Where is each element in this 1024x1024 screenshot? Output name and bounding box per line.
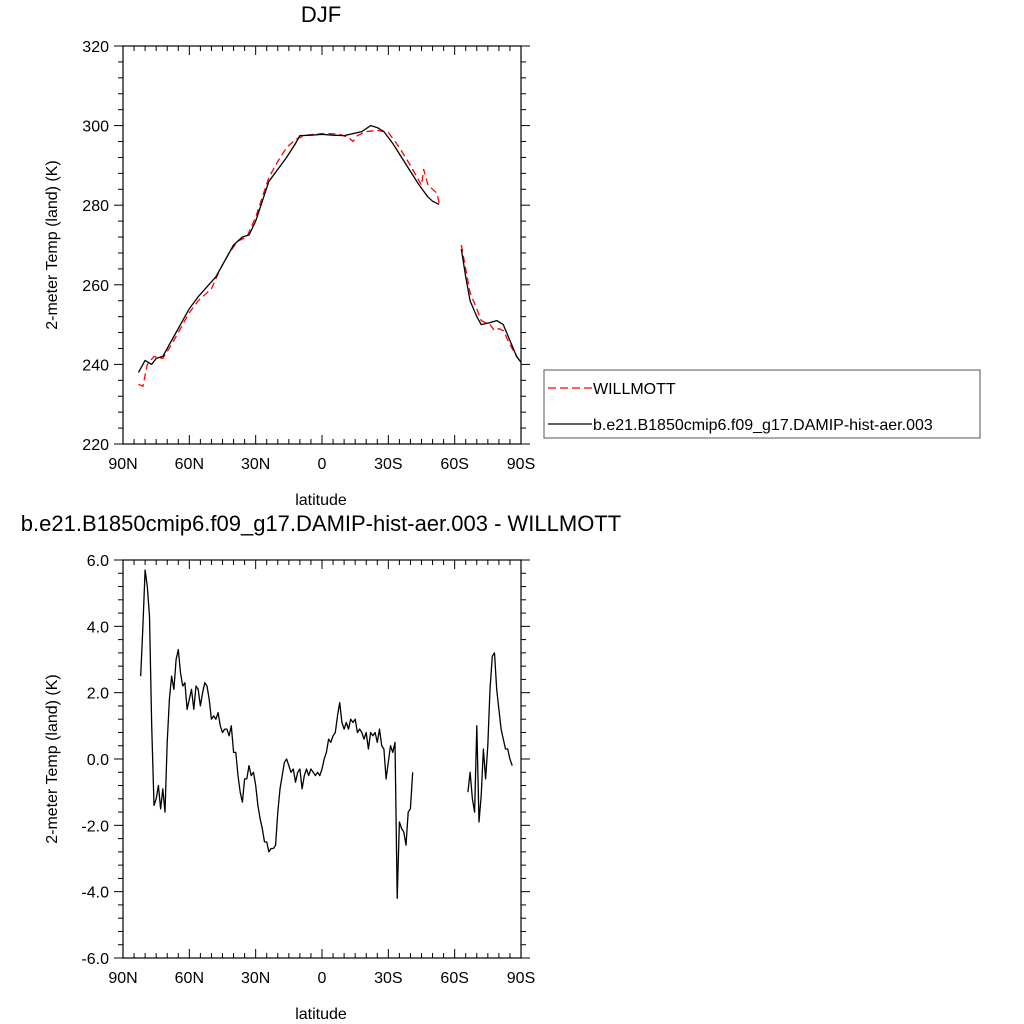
- top-chart-ticks: [114, 45, 530, 445]
- top-chart-x-tick-label: 60S: [440, 456, 468, 473]
- top-chart-y-tick-label: 300: [82, 119, 109, 136]
- bottom-chart-y-tick-label: 2.0: [87, 686, 109, 703]
- top-chart-series-line: [460, 244, 522, 363]
- bottom-chart-series-line: [467, 652, 513, 823]
- top-chart-series-line: [460, 248, 522, 363]
- bottom-chart-x-tick-label: 60S: [440, 970, 468, 987]
- top-chart-y-tick-label: 260: [82, 278, 109, 295]
- bottom-chart-y-tick-label: -4.0: [81, 885, 109, 902]
- top-chart-series: [137, 124, 522, 387]
- bottom-chart-plot-frame: [122, 559, 522, 959]
- bottom-chart-x-tick-label: 30S: [374, 970, 402, 987]
- bottom-chart-x-axis-label: latitude: [295, 1006, 347, 1023]
- bottom-chart-x-tick-label: 90S: [507, 970, 535, 987]
- top-chart-x-tick-label: 30S: [374, 456, 402, 473]
- bottom-chart-x-tick-label: 30N: [241, 970, 270, 987]
- legend-label-willmott: WILLMOTT: [593, 381, 676, 398]
- top-chart-series-line: [137, 124, 440, 373]
- bottom-chart-title: b.e21.B1850cmip6.f09_g17.DAMIP-hist-aer.…: [21, 511, 621, 536]
- top-chart-x-tick-labels: 90N 60N 30N 0 30S 60S 90S: [108, 456, 535, 473]
- bottom-chart-x-tick-label: 0: [318, 970, 327, 987]
- top-chart-y-tick-label: 280: [82, 198, 109, 215]
- legend-label-model: b.e21.B1850cmip6.f09_g17.DAMIP-hist-aer.…: [593, 417, 933, 434]
- top-chart-x-axis-label: latitude: [295, 492, 347, 509]
- bottom-chart-series: [140, 569, 513, 899]
- bottom-chart-y-tick-label: -2.0: [81, 818, 109, 835]
- bottom-chart-y-axis-label: 2-meter Temp (land) (K): [44, 674, 61, 844]
- top-chart-y-axis-label: 2-meter Temp (land) (K): [44, 160, 61, 330]
- top-chart-x-tick-label: 90N: [108, 456, 137, 473]
- top-chart-x-tick-label: 30N: [241, 456, 270, 473]
- top-chart-y-tick-labels: 220 240 260 280 300 320: [82, 39, 109, 454]
- top-chart-y-tick-label: 220: [82, 437, 109, 454]
- top-chart-title: DJF: [301, 2, 341, 27]
- bottom-chart-x-tick-labels: 90N 60N 30N 0 30S 60S 90S: [108, 970, 535, 987]
- top-chart-x-tick-label: 60N: [175, 456, 204, 473]
- top-chart-x-tick-label: 90S: [507, 456, 535, 473]
- bottom-chart-series-line: [140, 569, 414, 899]
- bottom-chart-y-tick-label: 0.0: [87, 752, 109, 769]
- bottom-chart-panel: b.e21.B1850cmip6.f09_g17.DAMIP-hist-aer.…: [21, 511, 621, 1023]
- top-chart-series-line: [138, 129, 440, 387]
- top-chart-y-tick-label: 320: [82, 39, 109, 56]
- bottom-chart-x-tick-label: 90N: [108, 970, 137, 987]
- bottom-chart-y-tick-labels: -6.0 -4.0 -2.0 0.0 2.0 4.0 6.0: [81, 553, 109, 968]
- top-chart-y-tick-label: 240: [82, 357, 109, 374]
- legend: WILLMOTT b.e21.B1850cmip6.f09_g17.DAMIP-…: [543, 369, 981, 439]
- legend-box: [543, 369, 981, 439]
- top-chart-x-tick-label: 0: [318, 456, 327, 473]
- bottom-chart-y-tick-label: 4.0: [87, 619, 109, 636]
- bottom-chart-ticks: [114, 559, 530, 959]
- bottom-chart-y-tick-label: -6.0: [81, 951, 109, 968]
- top-chart-panel: DJF 90N 60N 30N 0 30S 60S 90S 220 240 260 280 300 3…: [44, 2, 535, 509]
- bottom-chart-x-tick-label: 60N: [175, 970, 204, 987]
- bottom-chart-y-tick-label: 6.0: [87, 553, 109, 570]
